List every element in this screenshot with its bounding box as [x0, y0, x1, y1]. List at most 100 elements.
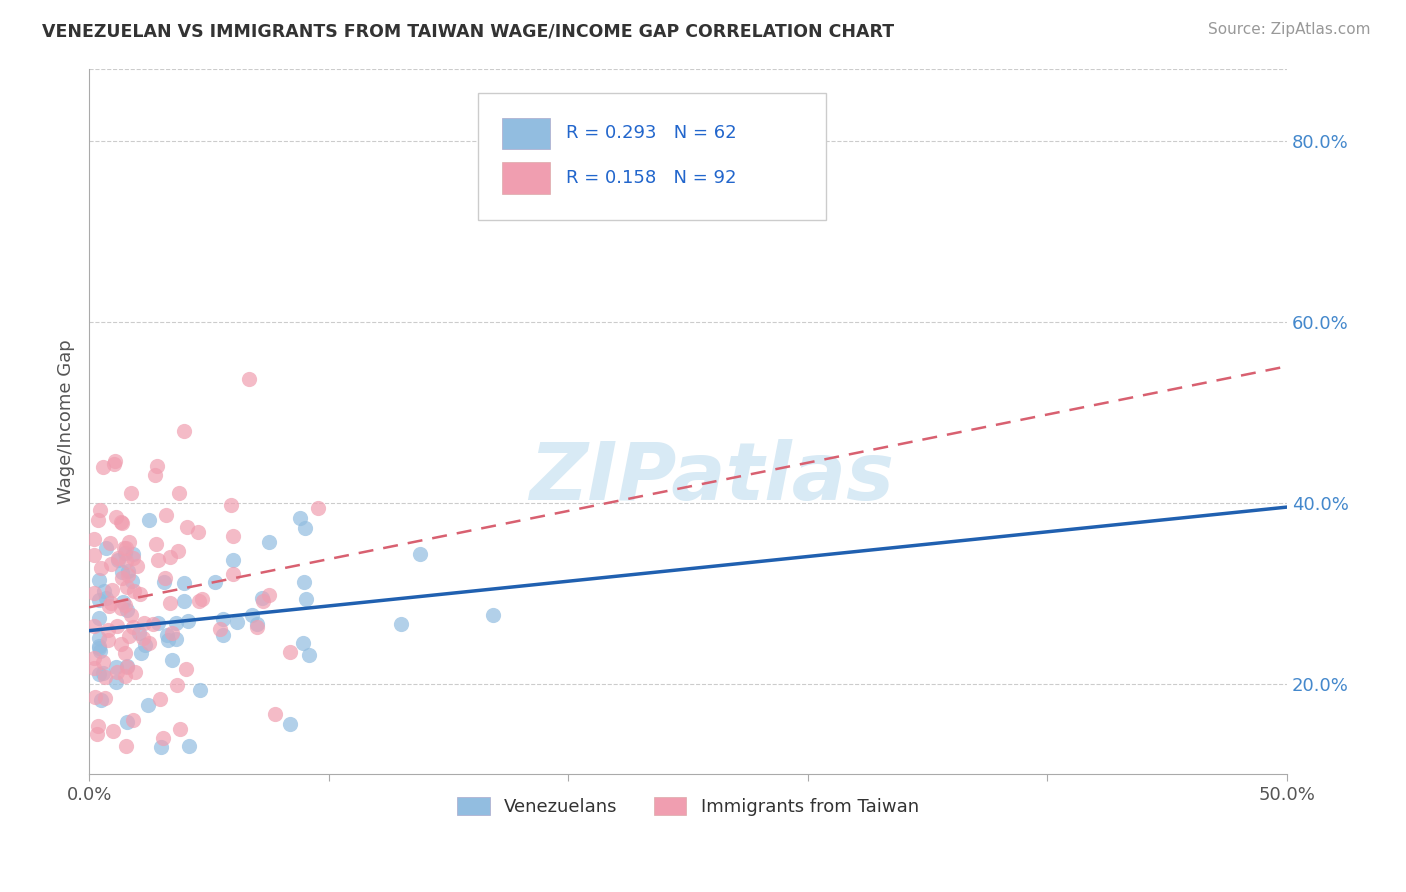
- Point: [176, 520, 198, 534]
- Point: [238, 372, 260, 386]
- Point: [83, 548, 105, 562]
- Point: [105, 659, 128, 673]
- Point: [94, 670, 117, 684]
- Point: [146, 616, 169, 631]
- Point: [83, 618, 105, 632]
- Point: [132, 632, 155, 646]
- Point: [136, 698, 159, 712]
- Text: Source: ZipAtlas.com: Source: ZipAtlas.com: [1208, 22, 1371, 37]
- Point: [169, 722, 191, 736]
- Point: [146, 459, 169, 474]
- Point: [90, 561, 112, 575]
- Point: [294, 591, 316, 606]
- Point: [115, 739, 138, 753]
- Point: [118, 535, 141, 549]
- Point: [145, 536, 167, 550]
- Point: [291, 636, 314, 650]
- Point: [86, 719, 108, 733]
- Point: [212, 612, 235, 626]
- Point: [120, 607, 142, 622]
- Point: [115, 541, 138, 556]
- Point: [240, 608, 263, 623]
- Point: [288, 511, 311, 525]
- Point: [96, 591, 118, 605]
- Point: [111, 595, 134, 609]
- Point: [83, 532, 105, 546]
- Point: [292, 575, 315, 590]
- Point: [83, 690, 105, 705]
- Point: [122, 713, 145, 727]
- Point: [122, 547, 145, 561]
- Point: [173, 575, 195, 590]
- Point: [125, 559, 148, 574]
- Point: [142, 616, 165, 631]
- Point: [157, 632, 180, 647]
- Point: [298, 648, 321, 662]
- Point: [122, 551, 145, 566]
- Point: [177, 615, 200, 629]
- Point: [159, 550, 181, 565]
- Point: [257, 535, 280, 549]
- Text: VENEZUELAN VS IMMIGRANTS FROM TAIWAN WAGE/INCOME GAP CORRELATION CHART: VENEZUELAN VS IMMIGRANTS FROM TAIWAN WAG…: [42, 22, 894, 40]
- Point: [146, 553, 169, 567]
- Point: [104, 454, 127, 468]
- FancyBboxPatch shape: [478, 94, 825, 220]
- Point: [103, 457, 125, 471]
- Y-axis label: Wage/Income Gap: Wage/Income Gap: [58, 339, 75, 504]
- Point: [97, 623, 120, 637]
- Point: [155, 508, 177, 523]
- Point: [93, 655, 115, 669]
- Point: [166, 615, 188, 630]
- Point: [120, 486, 142, 500]
- Point: [188, 682, 211, 697]
- FancyBboxPatch shape: [502, 118, 550, 149]
- Point: [278, 645, 301, 659]
- Point: [105, 619, 128, 633]
- Point: [100, 582, 122, 597]
- Point: [100, 536, 122, 550]
- Point: [246, 620, 269, 634]
- Point: [257, 589, 280, 603]
- Point: [246, 617, 269, 632]
- Point: [225, 615, 247, 629]
- Point: [222, 566, 245, 581]
- Point: [177, 739, 200, 753]
- Point: [93, 583, 115, 598]
- Point: [191, 592, 214, 607]
- Point: [87, 632, 110, 646]
- Point: [114, 546, 136, 560]
- Point: [110, 600, 132, 615]
- Text: ZIPatlas: ZIPatlas: [530, 439, 894, 516]
- Point: [173, 424, 195, 438]
- Point: [117, 565, 139, 579]
- Point: [83, 586, 105, 600]
- Point: [128, 625, 150, 640]
- Point: [107, 553, 129, 567]
- Point: [219, 498, 242, 512]
- Point: [114, 669, 136, 683]
- Point: [101, 723, 124, 738]
- Point: [87, 592, 110, 607]
- Point: [165, 632, 187, 647]
- Point: [115, 602, 138, 616]
- Point: [138, 513, 160, 527]
- Point: [114, 598, 136, 612]
- Point: [94, 541, 117, 555]
- Point: [294, 521, 316, 535]
- Point: [389, 617, 412, 632]
- Point: [83, 651, 105, 665]
- Point: [252, 593, 274, 607]
- Text: R = 0.293   N = 62: R = 0.293 N = 62: [565, 125, 737, 143]
- Point: [187, 525, 209, 540]
- Point: [100, 596, 122, 610]
- Point: [188, 594, 211, 608]
- Point: [208, 622, 231, 636]
- Legend: Venezuelans, Immigrants from Taiwan: Venezuelans, Immigrants from Taiwan: [449, 788, 928, 825]
- Point: [105, 665, 128, 679]
- Point: [204, 574, 226, 589]
- Point: [409, 547, 432, 561]
- Point: [482, 607, 505, 622]
- Point: [83, 661, 105, 675]
- Point: [138, 636, 160, 650]
- Point: [114, 646, 136, 660]
